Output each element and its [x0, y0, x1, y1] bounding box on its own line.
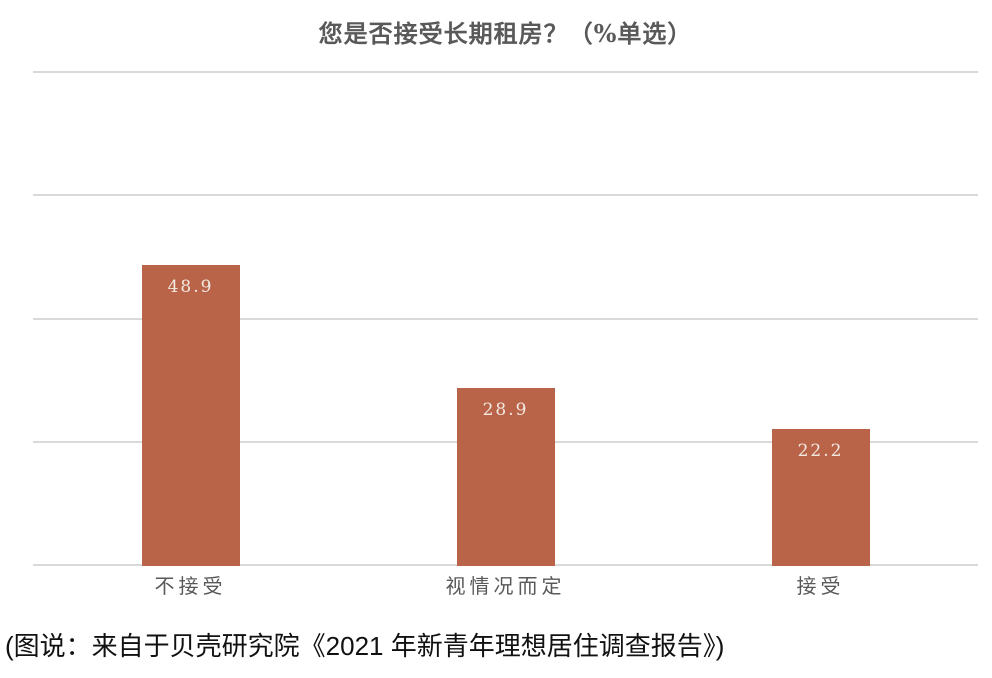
- gridline-y-60: [33, 194, 978, 197]
- bar-value-label-2: 22.2: [797, 441, 844, 462]
- plot-area: 48.9 28.9 22.2: [33, 71, 978, 566]
- category-label-0: 不接受: [154, 574, 227, 598]
- bar-slot-0: 48.9: [33, 73, 348, 566]
- chart-title: 您是否接受长期租房？（%单选）: [318, 19, 693, 48]
- x-axis-category-row: 不接受 视情况而定 接受: [33, 570, 978, 598]
- bar-value-label-0: 48.9: [167, 276, 214, 297]
- bar-0: 48.9: [141, 264, 240, 566]
- bar-1: 28.9: [456, 387, 555, 566]
- bar-slot-2: 22.2: [663, 73, 978, 566]
- category-label-2: 接受: [796, 574, 845, 598]
- bar-value-label-1: 28.9: [482, 399, 529, 420]
- source-caption: (图说：来自于贝壳研究院《2021 年新青年理想居住调查报告》): [5, 631, 725, 661]
- bar-2: 22.2: [771, 429, 870, 566]
- bar-slot-1: 28.9: [348, 73, 663, 566]
- gridline-y-40: [33, 317, 978, 320]
- category-label-1: 视情况而定: [445, 574, 566, 598]
- gridline-y-80: [33, 71, 978, 73]
